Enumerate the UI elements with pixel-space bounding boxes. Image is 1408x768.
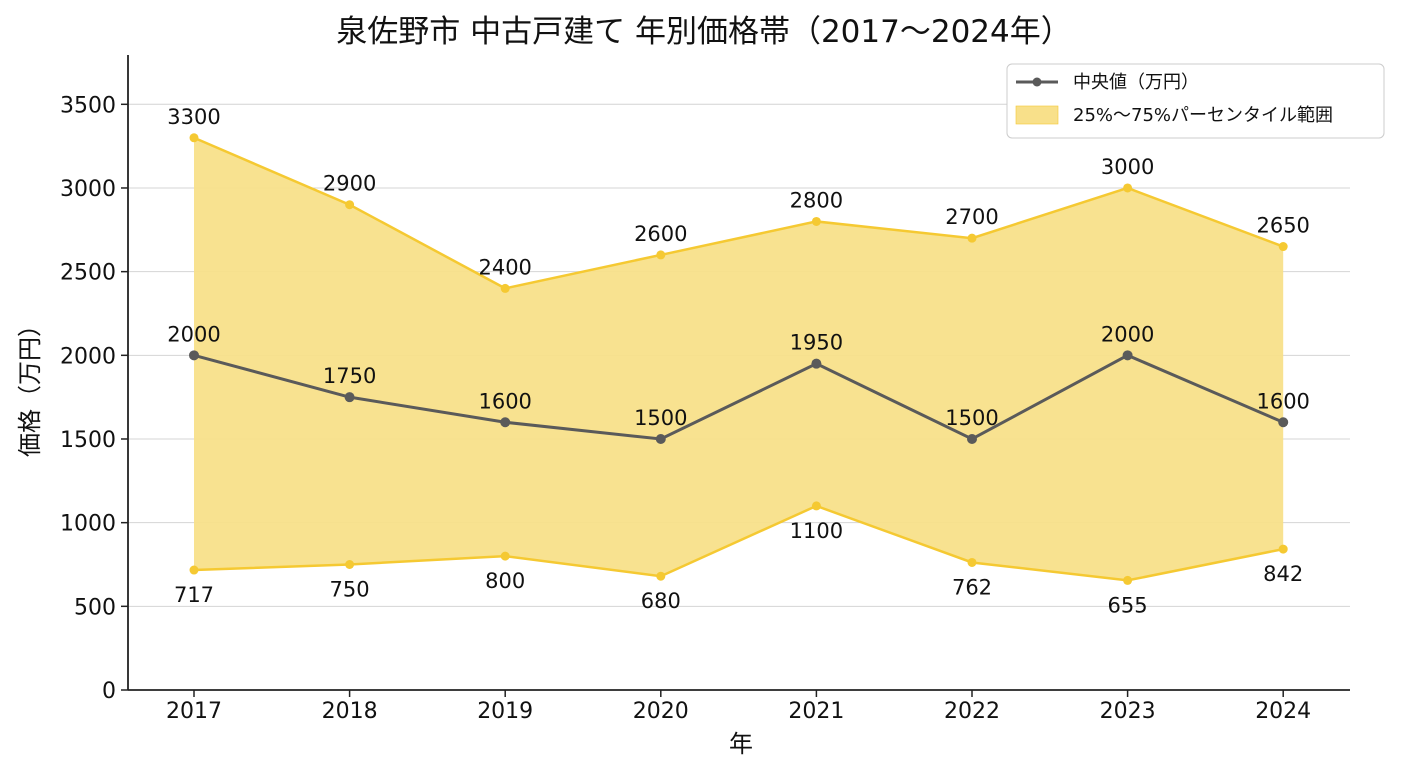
data-labels: 3300 2900 2400 2600 2800 2700 3000 2650 717 750 80… — [167, 105, 1310, 618]
upper-point — [1278, 242, 1288, 252]
median-data-label: 1950 — [790, 331, 843, 355]
upper-data-label: 2700 — [945, 205, 998, 229]
y-tick-label: 3000 — [60, 177, 116, 202]
median-data-label: 1500 — [634, 406, 687, 430]
lower-point — [1278, 544, 1288, 554]
upper-point — [811, 216, 821, 226]
median-point — [811, 358, 822, 369]
x-tick-label: 2020 — [633, 699, 689, 724]
lower-data-label: 680 — [641, 589, 681, 613]
median-point — [1278, 417, 1289, 428]
median-point — [344, 392, 355, 403]
lower-point — [1123, 575, 1133, 585]
x-tick-label: 2022 — [944, 699, 1000, 724]
median-data-label: 2000 — [1101, 322, 1154, 346]
lower-point — [811, 501, 821, 511]
median-point — [655, 433, 666, 444]
upper-data-label: 3300 — [167, 105, 220, 129]
median-point — [189, 350, 199, 361]
x-tick-label: 2021 — [788, 699, 844, 724]
median-point — [500, 417, 511, 428]
upper-point — [967, 233, 977, 243]
x-tick-label: 2018 — [322, 699, 378, 724]
y-tick-label: 2500 — [60, 261, 116, 286]
lower-point — [189, 565, 199, 575]
x-tick-label: 2019 — [477, 699, 533, 724]
upper-data-label: 3000 — [1101, 155, 1154, 179]
tick-labels: 0 500 1000 1500 2000 2500 3000 3500 2017 2018 2019… — [60, 93, 1311, 724]
y-tick-label: 2000 — [60, 344, 116, 369]
y-tick-label: 0 — [102, 679, 116, 704]
series-lines — [193, 136, 1284, 582]
legend-box — [1006, 63, 1385, 139]
upper-data-label: 2650 — [1256, 214, 1309, 238]
median-point — [1122, 350, 1133, 361]
x-tick-label: 2017 — [166, 699, 222, 724]
lower-point — [345, 559, 355, 569]
upper-data-label: 2900 — [323, 172, 376, 196]
legend-median-label: 中央値（万円） — [1073, 72, 1199, 93]
x-axis-title: 年 — [729, 730, 753, 758]
legend-band-swatch — [1015, 105, 1059, 125]
y-tick-label: 3500 — [60, 93, 116, 118]
lower-point — [500, 551, 510, 561]
median-data-label: 2000 — [167, 322, 220, 346]
band-fill — [194, 137, 1284, 581]
legend: 中央値（万円） 25%〜75%パーセンタイル範囲 — [1006, 63, 1385, 139]
chart-title: 泉佐野市 中古戸建て 年別価格帯（2017〜2024年） — [336, 14, 1072, 50]
axes — [121, 55, 1350, 697]
lower-data-label: 750 — [330, 577, 370, 601]
legend-median-marker — [1032, 77, 1042, 87]
lower-data-label: 762 — [952, 575, 992, 599]
median-data-label: 1600 — [478, 389, 531, 413]
lower-data-label: 800 — [485, 569, 525, 593]
x-tick-label: 2023 — [1100, 699, 1156, 724]
upper-point — [500, 283, 510, 293]
median-data-label: 1600 — [1256, 389, 1309, 413]
band-upper-line — [193, 136, 1284, 290]
lower-data-label: 842 — [1263, 562, 1303, 586]
legend-band-label: 25%〜75%パーセンタイル範囲 — [1073, 105, 1333, 126]
upper-point — [1123, 183, 1133, 193]
lower-data-label: 1100 — [790, 519, 843, 543]
upper-data-label: 2400 — [478, 255, 531, 279]
upper-data-label: 2800 — [790, 188, 843, 212]
lower-point — [967, 557, 977, 567]
y-tick-label: 1500 — [60, 428, 116, 453]
median-point — [967, 433, 977, 444]
upper-point — [189, 133, 199, 143]
percentile-band — [194, 137, 1284, 581]
y-axis-title: 価格（万円） — [16, 313, 44, 457]
band-lower-line — [193, 504, 1284, 582]
lower-data-label: 717 — [174, 583, 214, 607]
series-points — [189, 133, 1289, 585]
upper-data-label: 2600 — [634, 222, 687, 246]
x-tick-label: 2024 — [1255, 699, 1311, 724]
upper-point — [345, 200, 355, 210]
y-tick-label: 1000 — [60, 512, 116, 537]
median-data-label: 1500 — [945, 406, 998, 430]
y-tick-label: 500 — [74, 595, 116, 620]
upper-point — [656, 250, 666, 260]
lower-point — [656, 571, 666, 581]
median-data-label: 1750 — [323, 364, 376, 388]
median-line — [193, 353, 1284, 441]
lower-data-label: 655 — [1108, 593, 1148, 617]
axis-titles: 年 価格（万円） — [16, 313, 753, 758]
